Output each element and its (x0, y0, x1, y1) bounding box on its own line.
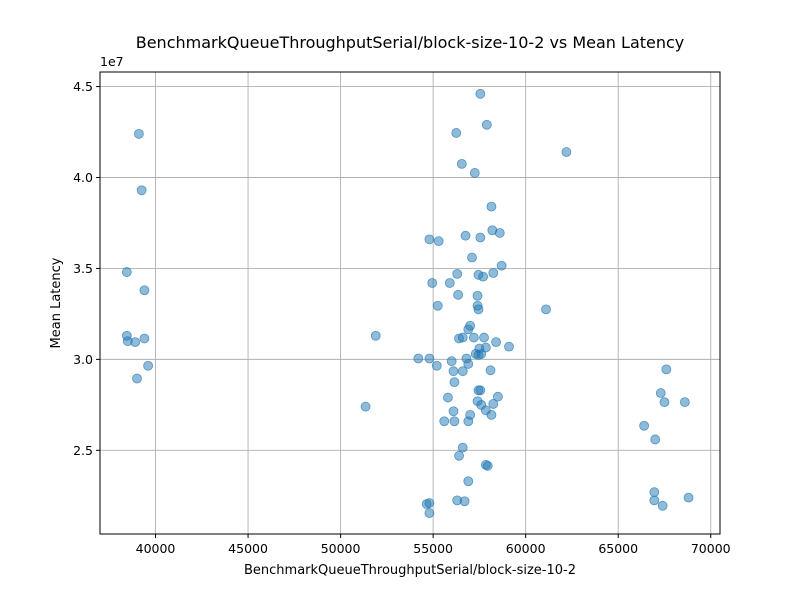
x-axis-label: BenchmarkQueueThroughputSerial/block-siz… (244, 563, 576, 578)
scatter-point (424, 498, 435, 508)
scatter-point (649, 495, 660, 506)
scatter-point (683, 492, 694, 503)
x-tick-label: 70000 (691, 541, 731, 556)
scatter-point (496, 260, 507, 271)
scatter-point (657, 500, 668, 511)
scatter-point (486, 409, 497, 420)
y-axis-label: Mean Latency (49, 257, 64, 348)
scatter-point (486, 201, 497, 212)
x-tick-label: 55000 (413, 541, 453, 556)
y-tick-label: 3.0 (73, 352, 93, 367)
scatter-point (469, 168, 480, 178)
scatter-point (679, 397, 690, 408)
scatter-point (446, 356, 457, 367)
scatter-point (139, 333, 150, 344)
y-tick-label: 4.0 (73, 170, 93, 185)
scatter-point (449, 416, 460, 427)
scatter-point (443, 392, 453, 403)
scatter-point (460, 230, 471, 241)
scatter-point (451, 128, 462, 138)
scatter-point (424, 234, 435, 245)
scatter-point (661, 364, 672, 375)
scatter-point (473, 304, 484, 315)
scatter-point (488, 399, 499, 409)
scatter-point (433, 236, 444, 247)
scatter-point (457, 442, 468, 453)
scatter-point (459, 496, 470, 507)
x-tick-label: 65000 (598, 541, 638, 556)
scatter-point (448, 366, 459, 377)
scatter-point (639, 420, 650, 431)
y-tick-label: 4.5 (73, 79, 93, 94)
scatter-point (456, 158, 467, 169)
scatter-point (413, 353, 424, 364)
axis-ticks: 40000 45000 50000 55000 60000 65000 70000 2.5 3.… (73, 79, 731, 556)
scatter-point (472, 290, 483, 301)
scatter-point (136, 185, 147, 196)
scatter-point (449, 377, 460, 388)
scatter-point (480, 342, 491, 353)
scatter-point (655, 388, 666, 398)
scatter-point (475, 88, 486, 99)
scatter-point (448, 406, 459, 417)
scatter-point (481, 119, 492, 130)
x-tick-label: 50000 (321, 541, 361, 556)
scatter-point (463, 416, 474, 427)
scatter-point (432, 300, 443, 311)
scatter-point (659, 397, 670, 408)
x-tick-label: 45000 (228, 541, 268, 556)
scatter-point (454, 450, 464, 461)
scatter-point (360, 401, 371, 412)
scatter-point (491, 337, 501, 348)
scatter-point (478, 271, 489, 282)
scatter-point (133, 128, 144, 139)
scatter-point (482, 460, 493, 471)
scatter-point (444, 278, 455, 288)
grid-lines (100, 72, 720, 534)
scatter-point (457, 332, 468, 343)
scatter-point (424, 353, 435, 364)
scatter-point (439, 416, 450, 427)
x-tick-label: 60000 (506, 541, 546, 556)
scatter-point (650, 434, 661, 445)
scatter-point (453, 289, 464, 300)
scatter-point (488, 268, 499, 278)
plot-frame (99, 71, 721, 535)
scatter-point (463, 359, 474, 369)
y-tick-label: 3.5 (73, 261, 93, 276)
scatter-point (649, 487, 660, 498)
scatter-point (561, 147, 572, 157)
scatter-point (431, 360, 442, 371)
data-points (121, 88, 694, 518)
scatter-point (485, 365, 496, 376)
scatter-point (427, 278, 438, 288)
scatter-point (452, 268, 463, 279)
scatter-point (463, 476, 474, 487)
scatter-point (475, 232, 486, 243)
scatter-point (424, 508, 435, 518)
scatter-point (139, 285, 150, 296)
scatter-point (493, 391, 503, 402)
scatter-point (541, 304, 551, 315)
scatter-point (143, 360, 154, 371)
chart-title: BenchmarkQueueThroughputSerial/block-siz… (136, 33, 685, 52)
scatter-point (467, 252, 477, 263)
x-tick-label: 40000 (136, 541, 176, 556)
scatter-point (494, 228, 505, 238)
scatter-point (457, 366, 468, 377)
scatter-point (121, 267, 132, 277)
scatter-point (370, 330, 381, 341)
scatter-point (130, 337, 141, 348)
scatter-point (479, 332, 489, 343)
scatter-point (504, 341, 514, 352)
scatter-point (468, 332, 479, 343)
scatter-point (473, 385, 484, 396)
y-tick-label: 2.5 (73, 443, 93, 458)
y-offset-text: 1e7 (100, 54, 124, 69)
scatter-point (465, 320, 476, 331)
scatter-point (132, 373, 142, 384)
